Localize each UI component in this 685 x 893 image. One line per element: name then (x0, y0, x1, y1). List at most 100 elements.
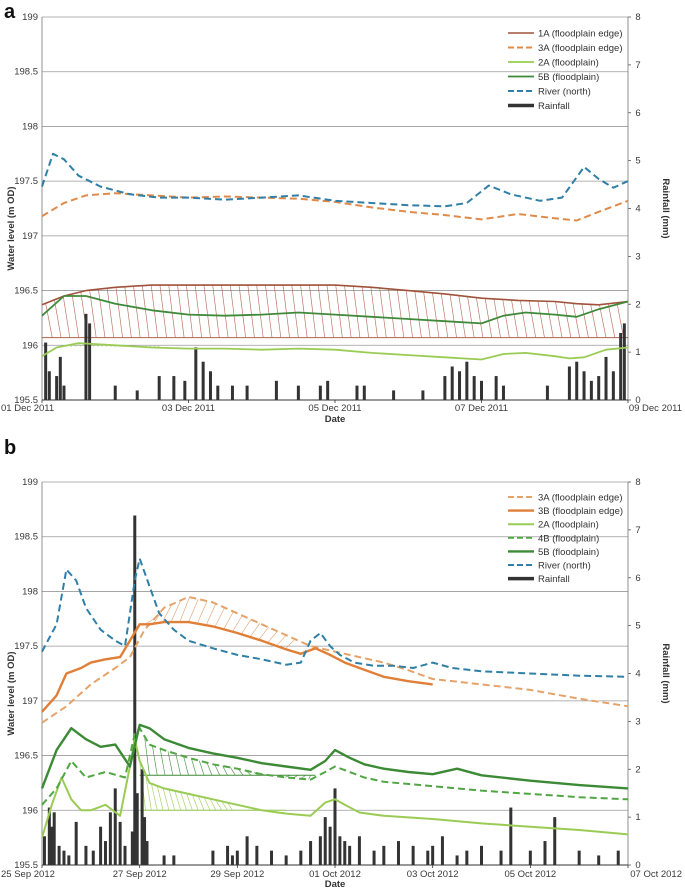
hatch-line (563, 302, 572, 338)
y-right-tick-label: 5 (635, 621, 640, 632)
rainfall-bar (172, 376, 176, 400)
hatch-line (124, 286, 132, 338)
hatch-line (282, 285, 290, 338)
hatch-line (511, 299, 519, 338)
rainfall-bar (162, 855, 166, 865)
y-axis-label: Water level (m OD) (6, 651, 17, 735)
rainfall-bar (622, 323, 626, 400)
rainfall-bar (208, 371, 212, 400)
rainfall-bar (472, 376, 476, 400)
y-tick-label: 197 (22, 231, 38, 242)
rainfall-bar (47, 371, 51, 400)
rainfall-bar (357, 836, 361, 865)
hatch-line (185, 285, 194, 338)
rainfall-bar (299, 850, 303, 865)
series-line-3a-floodplain-edge (41, 192, 629, 222)
y-tick-label: 198.5 (14, 67, 38, 78)
rainfall-bar (55, 376, 59, 400)
rainfall-bar (143, 817, 147, 865)
rainfall-bar (597, 376, 601, 400)
hatch-line (156, 785, 164, 811)
hatch-line (379, 287, 387, 338)
hatch-line (238, 285, 246, 338)
x-tick-label: 03 Oct 2012 (407, 869, 459, 880)
rainfall-bar (255, 845, 259, 865)
hatch-line (546, 301, 554, 338)
rainfall-bar (62, 850, 66, 865)
rainfall-bar (567, 366, 571, 400)
y-right-tick-label: 0 (635, 395, 640, 406)
legend-label: 3B (floodplain edge) (538, 506, 623, 517)
rainfall-bar (91, 850, 95, 865)
rainfall-bar (480, 845, 483, 865)
y-tick-label: 199 (22, 477, 38, 488)
hatch-line (159, 748, 166, 776)
rainfall-bar (382, 845, 386, 865)
hatch-line (205, 603, 217, 626)
hatch-line (599, 304, 607, 338)
rainfall-bar (411, 845, 415, 865)
hatch-line (396, 289, 405, 338)
hatch-line (98, 289, 106, 338)
rainfall-bar (133, 515, 137, 865)
rainfall-bar (343, 841, 347, 865)
rainfall-bar (145, 841, 149, 865)
rainfall-bar (157, 376, 161, 400)
y-tick-label: 198 (22, 121, 38, 132)
rainfall-bar (553, 817, 557, 865)
rainfall-bar (501, 385, 505, 400)
x-tick-label: 27 Sep 2012 (113, 869, 167, 880)
y-right-tick-label: 7 (635, 60, 640, 71)
rainfall-bar (597, 855, 601, 865)
hatch-line (467, 296, 475, 338)
hatch-line (528, 300, 537, 338)
hatch-line (152, 745, 158, 776)
hatch-line (168, 789, 176, 811)
panel-a-chart: a 195.5 196 196.5 197 197.5 198 198.5 199 0 1 2 3 4 5 6… (1, 1, 682, 425)
rainfall-bar (323, 817, 327, 865)
hatch-line (115, 287, 123, 338)
y-tick-label: 196.5 (14, 751, 38, 762)
rainfall-bar (396, 841, 400, 865)
rainfall-bar (108, 812, 112, 865)
rainfall-bar (318, 385, 322, 400)
hatch-line (414, 291, 422, 338)
hatch-line (222, 765, 228, 776)
x-tick-label: 07 Oct 2012 (630, 869, 682, 880)
hatch-line (476, 297, 484, 338)
hatch-line (174, 790, 182, 811)
rainfall-bar (113, 788, 117, 865)
x-axis-label: Date (325, 879, 346, 890)
hatch-line (133, 286, 141, 338)
rainfall-bar (362, 385, 366, 400)
rainfall-bar (355, 385, 359, 400)
hatch-line (249, 623, 261, 638)
rainfall-bar (230, 855, 234, 865)
hatch-line (300, 285, 308, 338)
rainfall-bar (338, 836, 342, 865)
rainfall-bar (616, 850, 620, 865)
rainfall-bar (172, 855, 176, 865)
rainfall-bar (230, 385, 234, 400)
x-tick-label: 05 Oct 2012 (504, 869, 556, 880)
hatch-line (145, 774, 152, 811)
hatch-line (405, 290, 413, 338)
rainfall-bar (528, 850, 532, 865)
rainfall-bar (270, 850, 274, 865)
rainfall-bar (245, 836, 249, 865)
rainfall-bar (545, 385, 549, 400)
hatch-line (370, 287, 378, 338)
hatch-line (265, 285, 273, 338)
hatch-line (221, 801, 228, 811)
series-line-5b-floodplain (41, 295, 629, 325)
hatch-line (284, 638, 296, 650)
hatch-line (167, 751, 174, 776)
hatch-line (607, 303, 616, 338)
rainfall-bar (211, 850, 215, 865)
y-right-tick-label: 0 (635, 860, 640, 871)
hatch-line (258, 627, 269, 640)
rainfall-bar (431, 845, 435, 865)
hatch-line (168, 285, 176, 338)
y-axis-label: Water level (m OD) (6, 186, 17, 270)
